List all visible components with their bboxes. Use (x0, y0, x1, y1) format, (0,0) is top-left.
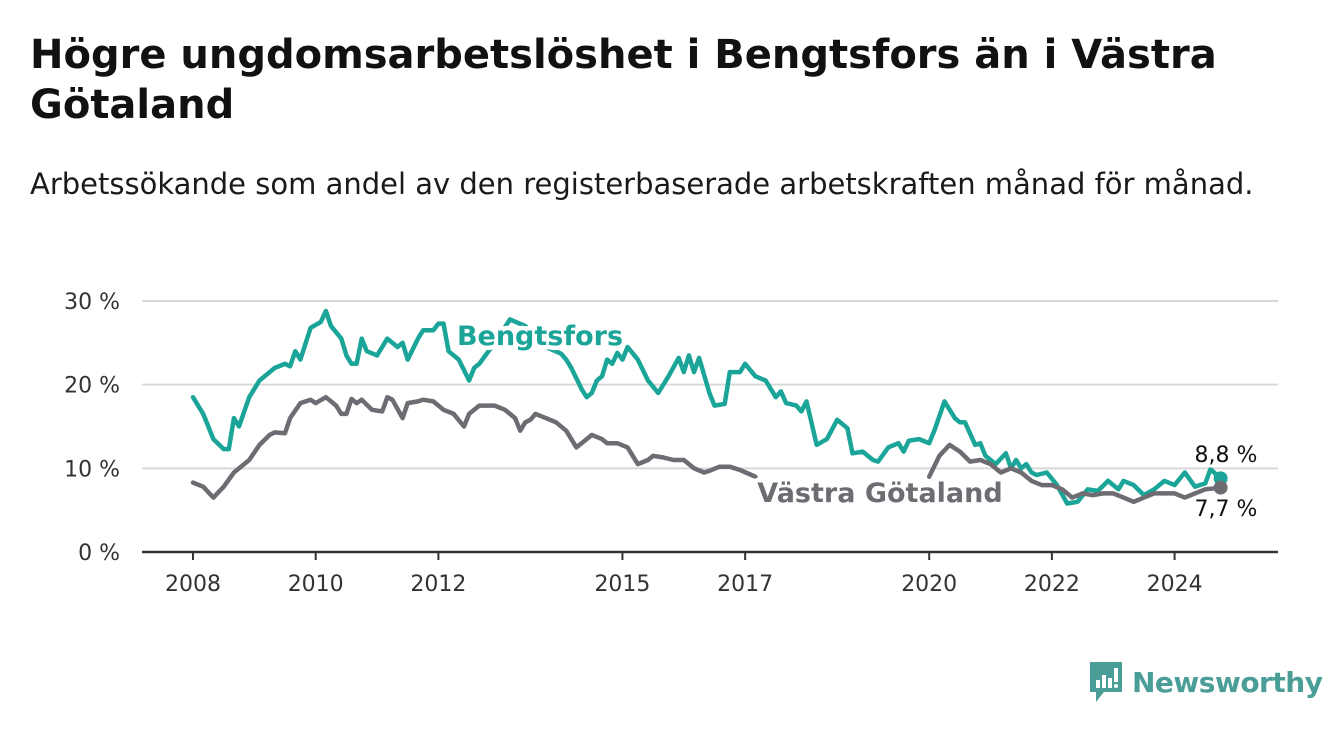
chart-subtitle: Arbetssökande som andel av den registerb… (30, 167, 1254, 201)
x-axis: 2008 2010 2012 2015 2017 2020 2022 2024 (142, 550, 1278, 597)
y-axis-tick-labels: 0 % 10 % 20 % 30 % (64, 290, 120, 566)
series-line-bengtsfors (190, 308, 1223, 506)
newsworthy-brand: Newsworthy (1088, 660, 1323, 704)
x-tick-label: 2010 (288, 572, 344, 597)
end-value-label: 8,8 % (1195, 443, 1258, 468)
series-labels: Bengtsfors Västra Götaland 8,8 % 7,7 % (452, 317, 1260, 526)
y-tick-label: 30 % (64, 290, 120, 315)
newsworthy-logo-icon (1090, 662, 1122, 702)
series-line-v-stra-g-taland (926, 442, 1223, 505)
x-tick-label: 2008 (165, 572, 221, 597)
chart-title: Högre ungdomsarbetslöshet i Bengtsfors ä… (30, 32, 1217, 128)
series-lines (190, 308, 1228, 506)
x-tick-label: 2015 (594, 572, 650, 597)
series-line-v-stra-g-taland (190, 394, 758, 500)
y-tick-label: 20 % (64, 374, 120, 399)
end-value-label: 7,7 % (1195, 497, 1258, 522)
x-tick-label: 2022 (1024, 572, 1080, 597)
series-label-v-stra-g-taland: Västra Götaland (757, 478, 1002, 509)
x-tick-label: 2024 (1147, 572, 1203, 597)
series-label-bengtsfors: Bengtsfors (457, 321, 623, 352)
y-tick-label: 0 % (78, 541, 120, 566)
x-tick-label: 2020 (901, 572, 957, 597)
brand-name: Newsworthy (1132, 665, 1323, 699)
x-tick-label: 2017 (717, 572, 773, 597)
y-tick-label: 10 % (64, 457, 120, 482)
x-tick-label: 2012 (410, 572, 466, 597)
end-point-v-stra-g-taland (1213, 480, 1228, 495)
